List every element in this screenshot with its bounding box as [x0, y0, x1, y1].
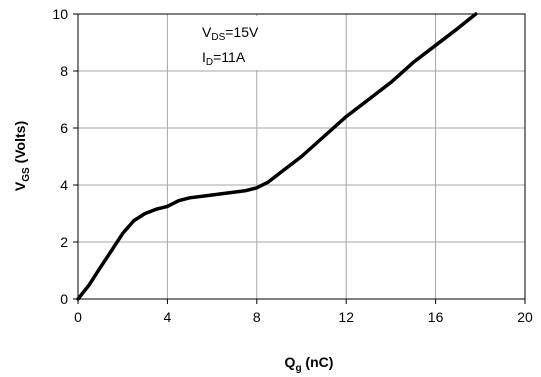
data-point: [166, 205, 169, 208]
y-tick-label: 2: [60, 234, 68, 250]
data-point: [99, 266, 102, 269]
data-point: [367, 98, 370, 101]
data-point: [87, 283, 91, 286]
data-point: [322, 135, 326, 138]
data-point: [155, 208, 158, 211]
data-point: [110, 249, 113, 252]
y-tick-label: 8: [60, 63, 68, 79]
x-tick-label: 8: [253, 309, 261, 325]
id-annotation: ID=11A: [202, 49, 246, 68]
y-tick-label: 10: [52, 6, 68, 22]
data-point: [177, 199, 180, 202]
vgs-series-line: [76, 12, 478, 301]
data-point: [244, 189, 247, 192]
data-point: [76, 297, 80, 301]
data-point: [277, 172, 281, 175]
y-axis-ticks: 0 2 4 6 8 10: [52, 6, 78, 307]
x-tick-label: 16: [428, 309, 444, 325]
data-point: [233, 190, 236, 194]
y-tick-label: 4: [60, 177, 68, 193]
x-tick-label: 20: [517, 309, 533, 325]
annotation-background: [195, 16, 300, 70]
data-point: [266, 180, 270, 184]
data-point: [210, 193, 214, 197]
x-tick-label: 12: [338, 309, 354, 325]
vds-annotation: VDS=15V: [202, 24, 259, 43]
y-axis-title: VGS (Volts): [12, 121, 32, 191]
data-point: [188, 196, 191, 200]
x-axis-title: Qg (nC): [285, 354, 334, 374]
x-tick-label: 4: [164, 309, 172, 325]
data-point: [456, 27, 460, 30]
data-point: [300, 155, 303, 158]
data-point: [345, 115, 348, 118]
data-point: [389, 81, 393, 84]
x-tick-label: 0: [74, 309, 82, 325]
y-tick-label: 6: [60, 120, 68, 136]
series-points: [76, 12, 478, 301]
data-point: [255, 186, 258, 190]
data-point: [121, 232, 124, 235]
data-point: [412, 61, 415, 64]
plot-frame: [77, 13, 526, 300]
data-point: [434, 44, 437, 47]
x-axis-ticks: 0 4 8 12 16 20: [74, 299, 533, 325]
data-point: [132, 219, 136, 222]
data-point: [143, 212, 147, 215]
data-point: [474, 12, 478, 16]
y-tick-label: 0: [60, 291, 68, 307]
